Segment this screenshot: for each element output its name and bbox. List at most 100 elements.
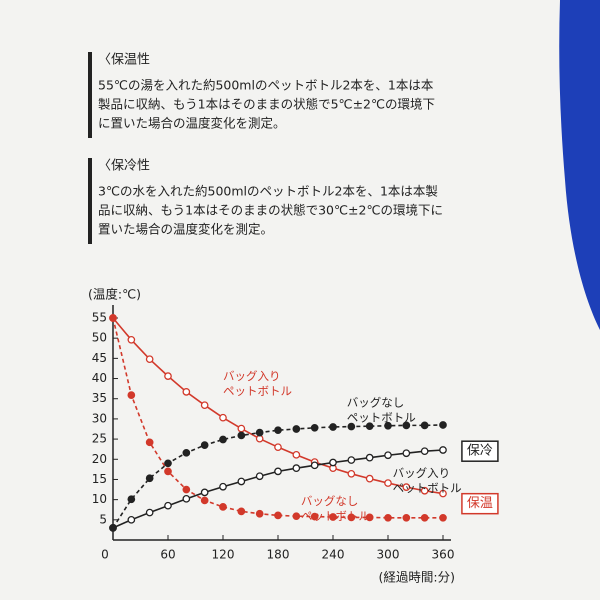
data-point [439,421,447,429]
section-text: 品に収納、もう1本はそのままの状態で30℃±2℃の環境下に [98,203,443,218]
x-tick-label: 240 [322,548,345,562]
x-tick-label: 60 [160,548,175,562]
data-point [292,512,301,521]
data-point [255,428,264,437]
x-tick-label: 0 [101,548,109,562]
data-point [182,494,191,503]
data-point [365,422,374,431]
data-point [329,423,337,431]
annotation: バッグなし [347,395,405,409]
data-point [274,426,282,435]
y-tick-label: 25 [92,432,107,446]
y-tick-label: 45 [92,351,107,365]
boxed-label: 保冷 [467,444,493,459]
data-point [255,472,264,481]
data-point [109,314,117,322]
data-point [310,512,319,521]
data-point [219,413,227,422]
data-point [292,450,301,459]
blue-bag [559,0,600,330]
annotation: ペットボトル [393,481,462,495]
data-point [219,482,227,491]
data-point [164,372,172,380]
annotation: バッグ入り [393,466,451,480]
x-tick-label: 300 [377,548,400,562]
data-point [164,501,172,510]
section-bar [88,52,92,138]
data-point [292,464,301,473]
data-point [347,513,356,522]
data-point [402,483,411,491]
data-point [402,449,411,458]
x-tick-label: 180 [267,548,290,562]
data-point [274,443,282,452]
section-text: 製品に収納、もう1本はそのままの状態で5℃±2℃の環境下 [98,97,435,112]
section-text: 3℃の水を入れた約500mlのペットボトル2本を、1本は本製 [98,184,438,199]
y-tick-label: 30 [92,411,107,425]
data-point [365,453,374,462]
data-point [347,456,356,464]
data-point [219,435,227,444]
data-point [439,513,447,522]
data-point [439,446,447,454]
y-tick-label: 15 [92,472,107,486]
y-tick-label: 10 [92,492,107,506]
section-heading: 〈保冷性 [98,159,150,174]
data-point [347,422,356,431]
data-point [420,513,429,522]
data-point [255,509,264,518]
data-point [439,489,447,498]
data-point [329,458,337,467]
data-point [127,495,136,504]
data-point [384,513,392,522]
label-box [461,492,499,515]
data-point [164,467,172,476]
y-axis-label: (温度:℃) [88,287,141,302]
data-point [365,513,374,522]
data-point [200,441,209,449]
data-point [127,335,136,344]
data-point [109,524,117,532]
data-point [200,401,209,410]
data-point [329,513,337,521]
y-tick-label: 5 [99,512,107,526]
annotation: ペットボトル [301,509,370,523]
y-tick-label: 50 [92,331,107,345]
x-axis-label: (経過時間:分) [379,570,455,585]
data-point [237,431,246,440]
data-point [145,474,154,483]
data-point [237,424,246,433]
data-point [420,421,429,430]
annotation: ペットボトル [223,384,292,398]
section-text: 置いた場合の温度変化を測定。 [98,222,273,237]
data-point [420,447,429,456]
data-point [310,461,319,470]
data-point [237,507,246,516]
data-point [127,515,136,524]
data-point [182,485,191,494]
annotation: バッグ入り [223,369,281,383]
data-point [402,513,411,522]
data-point [200,496,209,505]
data-point [310,423,319,432]
data-point [347,469,356,478]
data-point [420,486,429,495]
label-box [461,440,499,462]
y-tick-label: 55 [92,311,107,325]
data-point [145,355,154,364]
data-point [384,451,392,460]
data-point [219,503,227,511]
data-point [384,421,392,430]
data-point [182,388,191,396]
section-heading: 〈保温性 [98,53,150,68]
data-point [200,488,209,497]
x-tick-label: 120 [212,548,235,562]
section-bar [88,158,92,244]
data-point [145,508,154,517]
boxed-label: 保温 [467,496,493,511]
y-tick-label: 40 [92,371,107,385]
y-tick-label: 20 [92,452,107,466]
data-point [274,467,282,476]
